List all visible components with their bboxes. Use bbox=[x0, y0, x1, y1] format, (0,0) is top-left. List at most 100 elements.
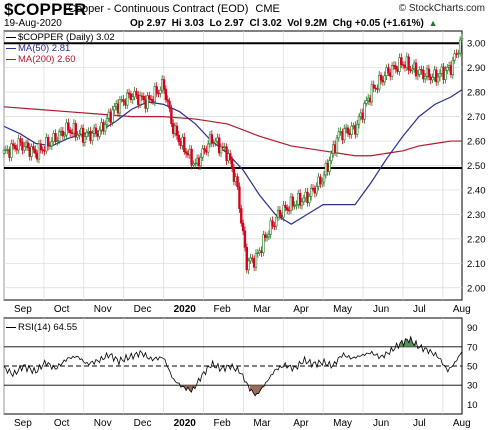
candle-up bbox=[6, 149, 9, 151]
candle-up bbox=[436, 76, 440, 83]
candle-up bbox=[411, 68, 414, 71]
candle-up bbox=[214, 140, 217, 144]
candle-up bbox=[451, 59, 455, 76]
candle-up bbox=[295, 204, 298, 206]
candle-down bbox=[313, 188, 317, 194]
candle-down bbox=[129, 93, 133, 100]
candle-down bbox=[168, 100, 171, 109]
candle-up bbox=[37, 143, 41, 160]
ma200-legend: MA(200) 2.60 bbox=[6, 54, 76, 65]
candle-up bbox=[282, 204, 285, 218]
candle-up bbox=[357, 116, 361, 125]
candle-up bbox=[195, 157, 199, 164]
candle-down bbox=[186, 153, 190, 156]
candle-up bbox=[405, 56, 409, 68]
rsi-oversold-fill bbox=[249, 385, 264, 396]
candle-down bbox=[13, 145, 17, 149]
candle-down bbox=[368, 97, 372, 103]
price-y-tick-label: 3.00 bbox=[467, 39, 486, 50]
candle-down bbox=[124, 101, 127, 106]
candle-down bbox=[183, 136, 186, 152]
candle-up bbox=[457, 52, 460, 55]
candle-up bbox=[304, 191, 307, 199]
candle-down bbox=[177, 135, 180, 142]
candle-up bbox=[330, 153, 333, 161]
candle-down bbox=[81, 127, 85, 143]
candle-up bbox=[10, 143, 13, 158]
description-text: Copper - Continuous Contract (EOD) bbox=[68, 3, 249, 15]
rsi-x-tick-label: Jun bbox=[373, 418, 389, 429]
candle-up bbox=[302, 197, 306, 203]
candle-down bbox=[225, 146, 228, 161]
price-x-tick-label: Mar bbox=[253, 304, 271, 315]
candle-up bbox=[63, 134, 66, 137]
candle-up bbox=[83, 136, 87, 143]
candle-up bbox=[87, 131, 90, 133]
candle-up bbox=[262, 234, 265, 253]
candle-down bbox=[229, 153, 232, 161]
candle-up bbox=[321, 181, 324, 185]
candle-down bbox=[197, 157, 201, 167]
candle-down bbox=[179, 141, 182, 146]
price-y-tick-label: 2.10 bbox=[467, 259, 486, 270]
candle-down bbox=[251, 257, 254, 260]
candle-up bbox=[98, 129, 101, 137]
candle-up bbox=[126, 92, 129, 106]
candle-down bbox=[46, 137, 50, 147]
price-y-tick-label: 2.20 bbox=[467, 234, 486, 245]
candle-up bbox=[219, 146, 223, 154]
quote-values: Op 2.97 Hi 3.03 Lo 2.97 Cl 3.02 Vol 9.2M… bbox=[130, 18, 424, 29]
candle-up bbox=[105, 117, 109, 125]
candle-up bbox=[324, 163, 328, 176]
candle-up bbox=[17, 138, 20, 151]
candle-down bbox=[374, 87, 377, 90]
symbol-title: $COPPER bbox=[4, 0, 87, 19]
change-up-icon: ▲ bbox=[428, 18, 438, 28]
candle-up bbox=[91, 132, 94, 141]
candle-down bbox=[243, 230, 247, 248]
candle-up bbox=[335, 137, 339, 154]
price-x-tick-label: Dec bbox=[134, 304, 152, 315]
candle-up bbox=[365, 100, 368, 104]
candle-down bbox=[260, 250, 263, 253]
candle-down bbox=[41, 149, 44, 151]
rsi-x-tick-label: Apr bbox=[293, 418, 309, 429]
brand-credit: © StockCharts.com bbox=[398, 3, 485, 14]
candle-up bbox=[192, 163, 195, 166]
candle-down bbox=[32, 146, 35, 150]
candle-down bbox=[70, 132, 74, 134]
candle-up bbox=[48, 145, 52, 147]
price-x-tick-label: 2020 bbox=[174, 304, 197, 315]
candle-down bbox=[15, 148, 19, 151]
candle-up bbox=[350, 125, 353, 135]
candle-up bbox=[50, 141, 54, 147]
candle-down bbox=[245, 247, 248, 271]
candle-up bbox=[146, 95, 149, 109]
candle-down bbox=[122, 99, 125, 102]
candle-down bbox=[427, 68, 431, 78]
candle-up bbox=[366, 97, 370, 101]
candle-up bbox=[173, 125, 177, 134]
rsi-x-tick-label: Mar bbox=[253, 418, 271, 429]
price-y-tick-label: 2.50 bbox=[467, 161, 486, 172]
price-x-tick-label: Nov bbox=[94, 304, 112, 315]
candle-down bbox=[232, 168, 236, 182]
candle-down bbox=[379, 74, 383, 81]
candle-down bbox=[287, 209, 291, 212]
candle-down bbox=[409, 69, 412, 72]
candle-down bbox=[149, 98, 153, 101]
candle-down bbox=[221, 146, 225, 149]
candle-down bbox=[137, 94, 140, 105]
candle-up bbox=[398, 57, 401, 72]
candle-down bbox=[94, 127, 98, 134]
candle-down bbox=[142, 96, 145, 100]
price-x-tick-label: Oct bbox=[54, 304, 70, 315]
candle-down bbox=[11, 143, 15, 146]
candle-up bbox=[269, 220, 272, 235]
candle-down bbox=[8, 149, 11, 158]
candle-up bbox=[160, 79, 164, 91]
candle-up bbox=[370, 84, 374, 103]
candle-up bbox=[332, 144, 335, 154]
quote-summary: Op 2.97 Hi 3.03 Lo 2.97 Cl 3.02 Vol 9.2M… bbox=[130, 18, 438, 29]
ma50-legend-label: MA(50) 2.81 bbox=[18, 43, 71, 54]
